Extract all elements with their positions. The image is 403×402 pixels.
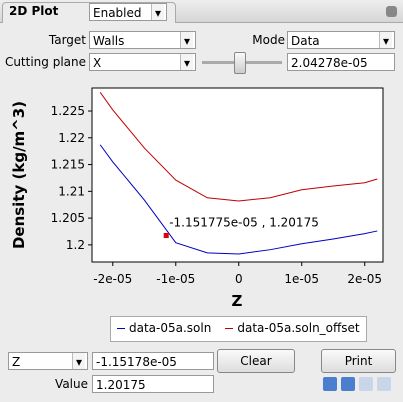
- print-button[interactable]: Print: [321, 349, 396, 373]
- legend-swatch: [117, 328, 125, 329]
- y-tick-label: 1.21: [58, 184, 85, 198]
- y-tick-label: 1.215: [51, 158, 85, 172]
- x-tick-label: 1e-05: [284, 272, 319, 286]
- legend-swatch: [225, 328, 234, 329]
- position-field[interactable]: -1.15178e-05: [92, 352, 214, 370]
- panel-title: 2D Plot: [9, 4, 59, 18]
- icon-plus[interactable]: [341, 377, 355, 391]
- y-axis-label: Density (kg/m^3): [10, 101, 28, 249]
- value-label: Value: [55, 377, 88, 391]
- y-tick-label: 1.225: [51, 104, 85, 118]
- series-line: [99, 91, 378, 202]
- x-axis-label: Z: [232, 292, 243, 310]
- axis-dropdown[interactable]: Z: [8, 352, 88, 370]
- y-tick-label: 1.22: [58, 131, 85, 145]
- target-dropdown[interactable]: Walls: [89, 31, 196, 49]
- x-tick-label: 2e-05: [347, 272, 382, 286]
- cutting-label: Cutting plane: [4, 55, 86, 69]
- close-icon[interactable]: [386, 6, 397, 17]
- x-tick-label: 0: [235, 272, 243, 286]
- icon-check[interactable]: [377, 377, 391, 391]
- chart: Density (kg/m^3) Z 1.2 1.205 1.21 1.215 1.22…: [10, 87, 384, 310]
- y-tick-label: 1.205: [51, 211, 85, 225]
- slider-handle[interactable]: [234, 52, 246, 74]
- legend-label: data-05a.soln_offset: [237, 321, 360, 335]
- series-line: [99, 144, 378, 255]
- target-label: Target: [48, 33, 86, 47]
- annotation: -1.151775e-05 , 1.20175: [169, 215, 319, 229]
- legend: data-05a.soln data-05a.soln_offset: [110, 316, 367, 342]
- state-dropdown[interactable]: Enabled: [89, 3, 167, 21]
- y-tick-label: 1.2: [66, 238, 85, 252]
- legend-label: data-05a.soln: [129, 321, 212, 335]
- mode-dropdown[interactable]: Data: [287, 31, 395, 49]
- cutting-dropdown[interactable]: X: [89, 53, 196, 71]
- cutting-value[interactable]: 2.04278e-05: [287, 53, 395, 71]
- value-field[interactable]: 1.20175: [92, 375, 214, 393]
- x-tick-label: -2e-05: [93, 272, 132, 286]
- clear-button[interactable]: Clear: [217, 349, 295, 373]
- mode-label: Mode: [252, 33, 285, 47]
- plot-area: [91, 87, 384, 263]
- marker: [163, 232, 169, 238]
- icon-home[interactable]: [359, 377, 373, 391]
- icon-minus[interactable]: [323, 377, 337, 391]
- x-tick-label: -1e-05: [156, 272, 195, 286]
